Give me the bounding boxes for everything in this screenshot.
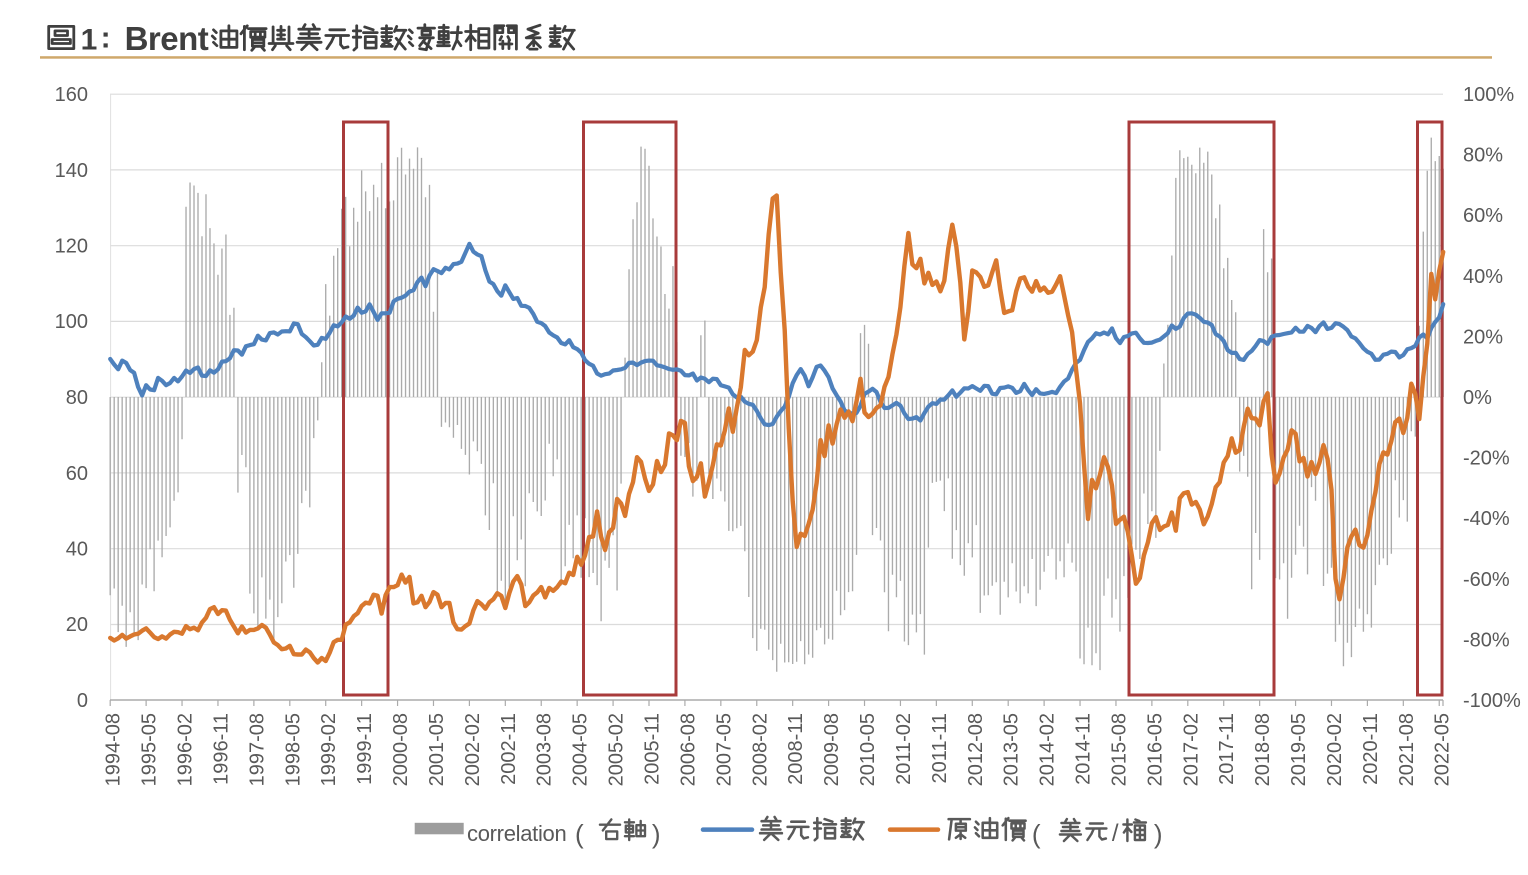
svg-text:60: 60 [66, 463, 88, 485]
svg-text:2019-05: 2019-05 [1288, 713, 1310, 786]
svg-text:20%: 20% [1463, 326, 1503, 348]
svg-text:-20%: -20% [1463, 448, 1510, 470]
svg-text:1996-11: 1996-11 [211, 713, 233, 785]
svg-text:2020-11: 2020-11 [1360, 713, 1382, 785]
svg-text:2011-02: 2011-02 [893, 713, 915, 785]
svg-text::: : [101, 22, 111, 55]
svg-text:2018-08: 2018-08 [1252, 713, 1274, 786]
svg-text:2002-02: 2002-02 [462, 713, 484, 786]
svg-text:/: / [1112, 820, 1119, 847]
svg-text:1997-08: 1997-08 [246, 713, 268, 786]
svg-text:Brent: Brent [125, 20, 209, 57]
svg-text:2007-05: 2007-05 [713, 713, 735, 786]
svg-text:40: 40 [66, 539, 88, 561]
svg-text:2002-11: 2002-11 [498, 713, 520, 785]
svg-text:2005-11: 2005-11 [642, 713, 664, 785]
svg-text:correlation: correlation [467, 821, 566, 846]
svg-text:-60%: -60% [1463, 569, 1510, 591]
svg-text:2022-05: 2022-05 [1432, 713, 1454, 786]
svg-text:): ) [652, 819, 661, 849]
svg-text:100: 100 [55, 311, 88, 333]
svg-text:): ) [1154, 819, 1163, 849]
svg-text:2004-05: 2004-05 [570, 713, 592, 786]
svg-text:-80%: -80% [1463, 629, 1510, 651]
svg-text:-40%: -40% [1463, 508, 1510, 530]
svg-text:20: 20 [66, 614, 88, 636]
svg-text:100%: 100% [1463, 84, 1514, 106]
svg-text:1995-05: 1995-05 [139, 713, 161, 786]
svg-text:1998-05: 1998-05 [282, 713, 304, 786]
svg-text:80%: 80% [1463, 145, 1503, 167]
svg-text:(: ( [575, 819, 584, 849]
svg-text:2021-08: 2021-08 [1396, 713, 1418, 786]
svg-text:1996-02: 1996-02 [175, 713, 197, 786]
svg-text:2012-08: 2012-08 [965, 713, 987, 786]
svg-text:2013-05: 2013-05 [1001, 713, 1023, 786]
svg-text:2006-08: 2006-08 [677, 713, 699, 786]
svg-text:2001-05: 2001-05 [426, 713, 448, 786]
svg-text:2005-02: 2005-02 [606, 713, 628, 786]
svg-text:2010-05: 2010-05 [857, 713, 879, 786]
svg-text:2017-02: 2017-02 [1180, 713, 1202, 786]
svg-text:2008-02: 2008-02 [749, 713, 771, 786]
svg-text:140: 140 [55, 160, 88, 182]
svg-text:1: 1 [81, 24, 98, 57]
svg-text:2014-02: 2014-02 [1037, 713, 1059, 786]
svg-text:2016-05: 2016-05 [1144, 713, 1166, 786]
svg-text:0%: 0% [1463, 387, 1492, 409]
svg-text:1999-02: 1999-02 [318, 713, 340, 786]
svg-text:60%: 60% [1463, 205, 1503, 227]
svg-text:2009-08: 2009-08 [821, 713, 843, 786]
svg-text:2003-08: 2003-08 [534, 713, 556, 786]
svg-text:120: 120 [55, 236, 88, 258]
svg-text:1994-08: 1994-08 [103, 713, 125, 786]
svg-text:40%: 40% [1463, 266, 1503, 288]
svg-text:1999-11: 1999-11 [354, 713, 376, 785]
svg-text:2020-02: 2020-02 [1324, 713, 1346, 786]
svg-text:2011-11: 2011-11 [929, 713, 951, 783]
svg-text:2008-11: 2008-11 [785, 713, 807, 785]
svg-text:160: 160 [55, 84, 88, 106]
svg-text:2014-11: 2014-11 [1073, 713, 1095, 785]
svg-text:80: 80 [66, 387, 88, 409]
svg-text:2000-08: 2000-08 [390, 713, 412, 786]
svg-text:0: 0 [77, 690, 88, 712]
svg-text:2015-08: 2015-08 [1109, 713, 1131, 786]
svg-text:-100%: -100% [1463, 690, 1521, 712]
svg-text:2017-11: 2017-11 [1216, 713, 1238, 785]
svg-text:(: ( [1032, 819, 1041, 849]
